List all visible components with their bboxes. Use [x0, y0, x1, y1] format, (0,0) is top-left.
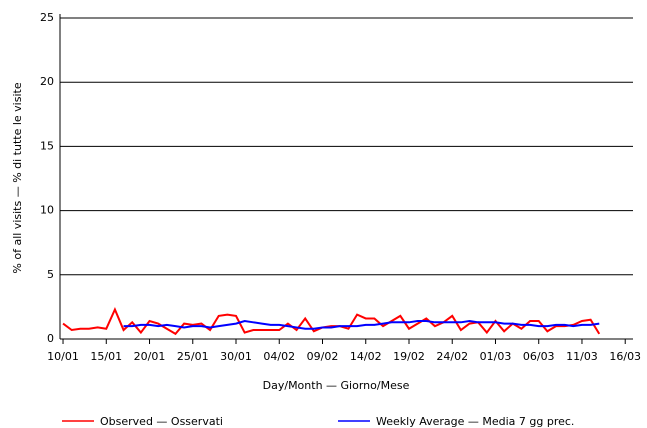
x-tick-label: 16/03: [609, 350, 641, 363]
x-tick-label: 10/01: [47, 350, 79, 363]
x-tick-label: 19/02: [393, 350, 425, 363]
x-tick-label: 15/01: [90, 350, 122, 363]
x-tick-label: 11/03: [566, 350, 598, 363]
x-tick-label: 01/03: [480, 350, 512, 363]
series-line: [62, 306, 601, 336]
y-tick-label: 5: [47, 268, 54, 281]
x-tick-label: 09/02: [307, 350, 339, 363]
series-line: [123, 320, 600, 330]
x-tick-label: 14/02: [350, 350, 382, 363]
y-tick-label: 25: [40, 11, 54, 24]
legend-label: Weekly Average — Media 7 gg prec.: [376, 415, 574, 428]
y-tick-label: 15: [40, 139, 54, 152]
x-tick-label: 25/01: [177, 350, 209, 363]
x-tick-label: 24/02: [436, 350, 468, 363]
legend-label: Observed — Osservati: [100, 415, 223, 428]
x-tick-label: 06/03: [523, 350, 555, 363]
y-tick-label: 20: [40, 75, 54, 88]
y-axis-label: % of all visits — % di tutte le visite: [11, 82, 24, 273]
x-tick-label: 04/02: [263, 350, 295, 363]
x-tick-label: 30/01: [220, 350, 252, 363]
y-tick-label: 10: [40, 204, 54, 217]
y-tick-label: 0: [47, 332, 54, 345]
x-axis-label: Day/Month — Giorno/Mese: [263, 379, 410, 392]
x-tick-label: 20/01: [134, 350, 166, 363]
